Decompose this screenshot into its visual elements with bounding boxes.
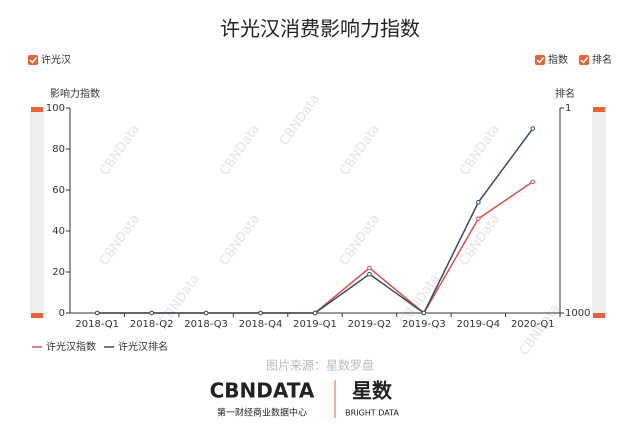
checkbox[interactable] (535, 55, 545, 65)
logo: CBNDATA (210, 379, 315, 403)
x-tick-label: 2018-Q2 (130, 319, 174, 330)
y-axis-title: 影响力指数 (50, 87, 100, 100)
slider-track[interactable] (592, 110, 606, 316)
x-tick-label: 2019-Q3 (402, 319, 446, 330)
legend-label: 许光汉指数 (46, 340, 96, 353)
x-tick-label: 2018-Q1 (75, 319, 119, 330)
point (94, 310, 100, 316)
point (476, 216, 481, 221)
watermark: CBNData (517, 302, 563, 359)
point (367, 265, 372, 271)
point (530, 179, 536, 185)
slider-handle[interactable] (593, 313, 605, 318)
watermark: CBNData (337, 212, 383, 269)
slider-track[interactable] (30, 110, 44, 316)
x-tick-label: 2020-Q1 (511, 319, 555, 330)
checkbox[interactable] (579, 55, 589, 65)
point (476, 200, 481, 205)
y2-tick-label: 1 (565, 103, 571, 114)
x-tick-label: 2019-Q2 (348, 319, 392, 330)
point (367, 271, 372, 277)
legend-label: 许光汉排名 (118, 340, 168, 353)
point (149, 310, 154, 316)
point (258, 310, 263, 316)
watermark: CBNData (337, 122, 383, 179)
slider-handle[interactable] (31, 107, 43, 112)
y-tick-label: 60 (52, 185, 65, 196)
chart-title: 许光汉消费影响力指数 (220, 17, 420, 41)
checkmark (29, 57, 38, 64)
x-tick-label: 2019-Q4 (456, 319, 500, 330)
x-tick-label: 2019-Q1 (293, 319, 337, 330)
point (203, 310, 209, 316)
slider-handle[interactable] (593, 107, 605, 112)
point (530, 126, 536, 131)
y-tick-label: 20 (52, 267, 65, 278)
y-tick-label: 100 (46, 103, 65, 114)
x-tick-label: 2018-Q4 (239, 319, 283, 330)
watermark: CBNData (97, 122, 143, 179)
checkbox[interactable] (28, 55, 38, 65)
toggle-label: 排名 (592, 53, 612, 66)
watermark: CBNData (217, 212, 263, 269)
y2-axis-title: 排名 (555, 87, 575, 100)
point (421, 310, 427, 316)
slider-handle[interactable] (31, 313, 43, 318)
filter-label: 许光汉 (41, 53, 71, 66)
logo-subtitle: 第一财经商业数据中心 (217, 407, 307, 419)
y-tick-label: 80 (52, 144, 65, 155)
point (312, 310, 318, 316)
y2-tick-label: 1000 (565, 308, 590, 319)
checkmark (536, 57, 545, 64)
y-tick-label: 40 (52, 226, 65, 237)
watermark: CBNData (217, 122, 263, 179)
y-tick-label: 0 (59, 308, 65, 319)
watermark: CBNData (277, 92, 323, 149)
brand-subtitle: BRIGHT DATA (345, 409, 399, 418)
brand: 星数 (352, 379, 393, 403)
source-caption: 图片来源：星数罗盘 (266, 358, 374, 373)
x-tick-label: 2018-Q3 (184, 319, 228, 330)
watermark: CBNData (97, 212, 143, 269)
toggle-label: 指数 (548, 53, 568, 66)
watermark: CBNData (457, 122, 503, 179)
checkmark (580, 57, 589, 64)
